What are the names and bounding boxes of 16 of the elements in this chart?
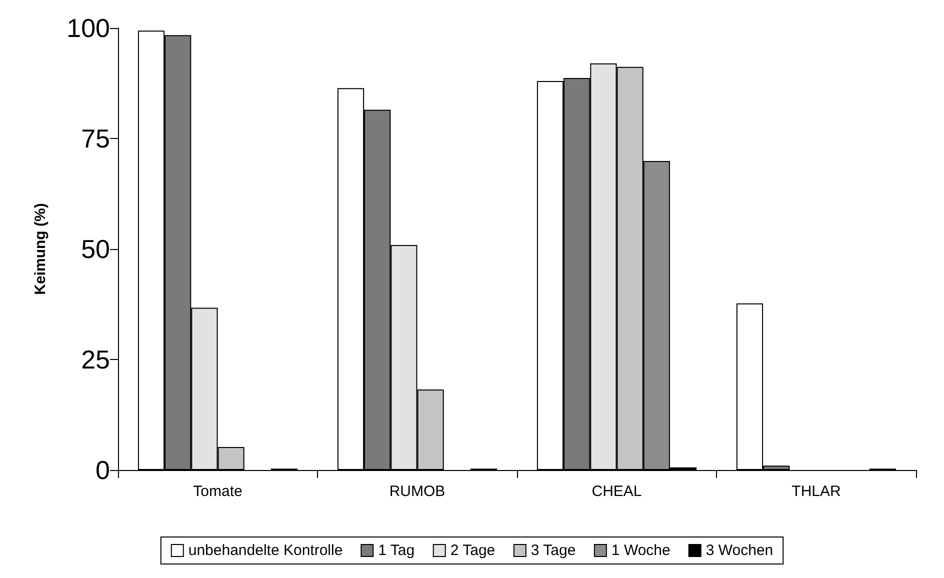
y-tick-label: 25 <box>81 344 110 374</box>
y-tick-label: 0 <box>96 455 110 485</box>
legend-label: 3 Tage <box>530 542 576 559</box>
legend-label: 3 Wochen <box>706 542 774 559</box>
x-tick-label: Tomate <box>193 483 242 500</box>
x-tick-label: CHEAL <box>592 483 642 500</box>
y-tick-label: 50 <box>81 234 110 264</box>
y-tick-label: 75 <box>81 124 110 154</box>
legend-label: 2 Tage <box>450 542 496 559</box>
legend-label: 1 Woche <box>611 542 670 559</box>
legend-label: 1 Tag <box>378 542 415 559</box>
x-tick-label: THLAR <box>792 483 841 500</box>
y-tick-label: 100 <box>66 13 110 43</box>
legend-label: unbehandelte Kontrolle <box>188 542 343 559</box>
x-tick-label: RUMOB <box>389 483 446 500</box>
y-axis-title: Keimung (%) <box>32 203 49 295</box>
